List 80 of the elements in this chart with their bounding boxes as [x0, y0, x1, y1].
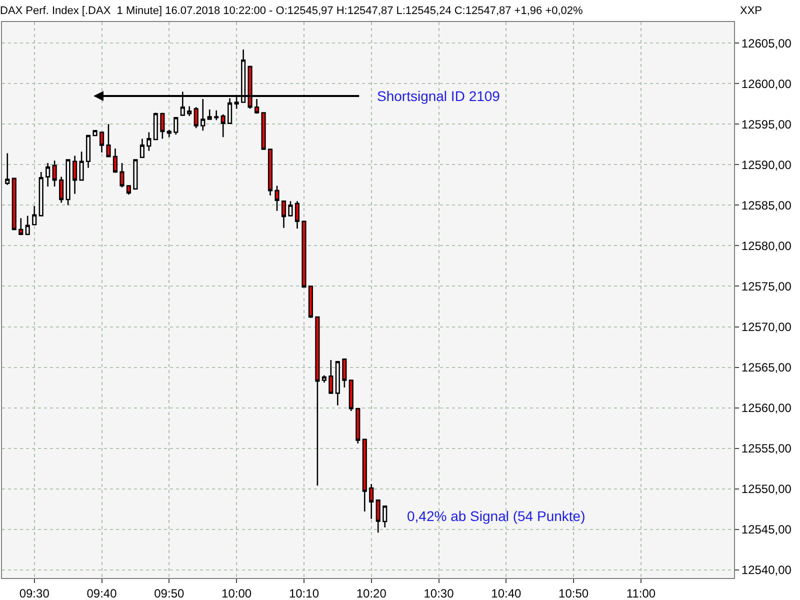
candlestick	[52, 160, 57, 188]
candlestick	[106, 123, 111, 158]
candlestick	[348, 380, 354, 412]
y-tick-label: 12555,00	[741, 442, 792, 456]
candlestick	[46, 162, 50, 188]
candlestick	[294, 200, 300, 230]
y-tick-label: 12575,00	[741, 279, 792, 294]
candlestick	[160, 112, 165, 140]
candlestick	[200, 98, 206, 132]
annotation: 0,42% ab Signal (54 Punkte)	[407, 508, 586, 524]
x-tick-label: 10:50	[558, 586, 589, 600]
x-tick-label: 10:40	[491, 586, 522, 600]
candlestick	[18, 217, 24, 236]
x-tick-label: 09:30	[19, 586, 50, 600]
candlestick	[59, 176, 64, 204]
candlestick	[322, 374, 326, 384]
candlestick	[99, 132, 104, 154]
candlestick	[12, 178, 16, 230]
candlestick	[72, 155, 78, 194]
y-tick-label: 12545,00	[741, 522, 792, 537]
candlestick	[308, 286, 313, 318]
candlestick	[194, 106, 198, 129]
candlestick	[281, 200, 286, 229]
annotation: Shortsignal ID 2109	[377, 88, 500, 104]
y-tick-label: 12605,00	[741, 36, 792, 50]
candlestick	[315, 316, 320, 486]
candlestick	[268, 148, 273, 196]
y-tick-label: 12550,00	[741, 482, 792, 496]
y-tick-label: 12540,00	[741, 563, 792, 578]
x-tick-label: 10:00	[222, 586, 252, 600]
candlestick	[25, 215, 30, 236]
candlestick	[166, 129, 172, 138]
y-tick-label: 12595,00	[741, 117, 792, 132]
candlestick	[342, 358, 347, 388]
candlestick	[153, 112, 158, 140]
candlestick	[288, 200, 293, 218]
y-tick-label: 12565,00	[741, 360, 792, 374]
candlestick	[214, 110, 219, 121]
candlestick	[79, 151, 84, 181]
candlestick	[335, 360, 340, 406]
candlestick	[5, 152, 10, 186]
candlestick	[187, 106, 192, 117]
candlestick	[362, 438, 367, 512]
x-tick-label: 10:10	[288, 586, 320, 600]
y-tick-label: 12600,00	[741, 76, 792, 91]
x-tick-label: 10:20	[356, 586, 387, 600]
candlestick	[254, 98, 260, 114]
candlestick	[220, 114, 226, 138]
candlestick	[261, 112, 266, 150]
y-axis-title: XXP	[740, 5, 762, 17]
candlestick	[126, 185, 131, 196]
candlestick	[133, 159, 138, 190]
x-tick-label: 09:40	[86, 586, 118, 600]
candlestick	[376, 500, 380, 534]
candlestick	[66, 159, 70, 206]
candlestick	[328, 359, 334, 394]
candlestick	[120, 162, 124, 188]
y-tick-label: 12580,00	[741, 238, 792, 253]
candlestick	[32, 205, 37, 226]
x-tick-label: 10:30	[424, 586, 454, 600]
y-tick-label: 12590,00	[741, 158, 792, 172]
candlestick	[207, 108, 212, 120]
candlestick	[146, 132, 152, 152]
candlestick	[382, 505, 388, 528]
candlestick	[302, 220, 306, 288]
candlestick	[38, 171, 44, 216]
candlestick	[369, 483, 374, 520]
candlestick	[174, 116, 178, 136]
chart-title: DAX Perf. Index [.DAX 1 Minute] 16.07.2018 10:22:00 - O:12545,97 H:12547,87 L:12545,24 C:12547,87 +1,96 +0,02%	[0, 5, 584, 17]
x-tick-label: 11:00	[626, 586, 656, 600]
y-tick-label: 12560,00	[741, 401, 792, 415]
x-tick-label: 09:50	[154, 586, 184, 600]
y-tick-label: 12570,00	[741, 320, 792, 334]
candlestick	[86, 134, 91, 169]
candlestick	[112, 148, 118, 174]
candlestick	[356, 408, 360, 444]
candlestick	[92, 130, 98, 136]
y-tick-label: 12585,00	[741, 198, 792, 212]
candlestick	[274, 185, 280, 212]
candlestick	[140, 138, 145, 158]
